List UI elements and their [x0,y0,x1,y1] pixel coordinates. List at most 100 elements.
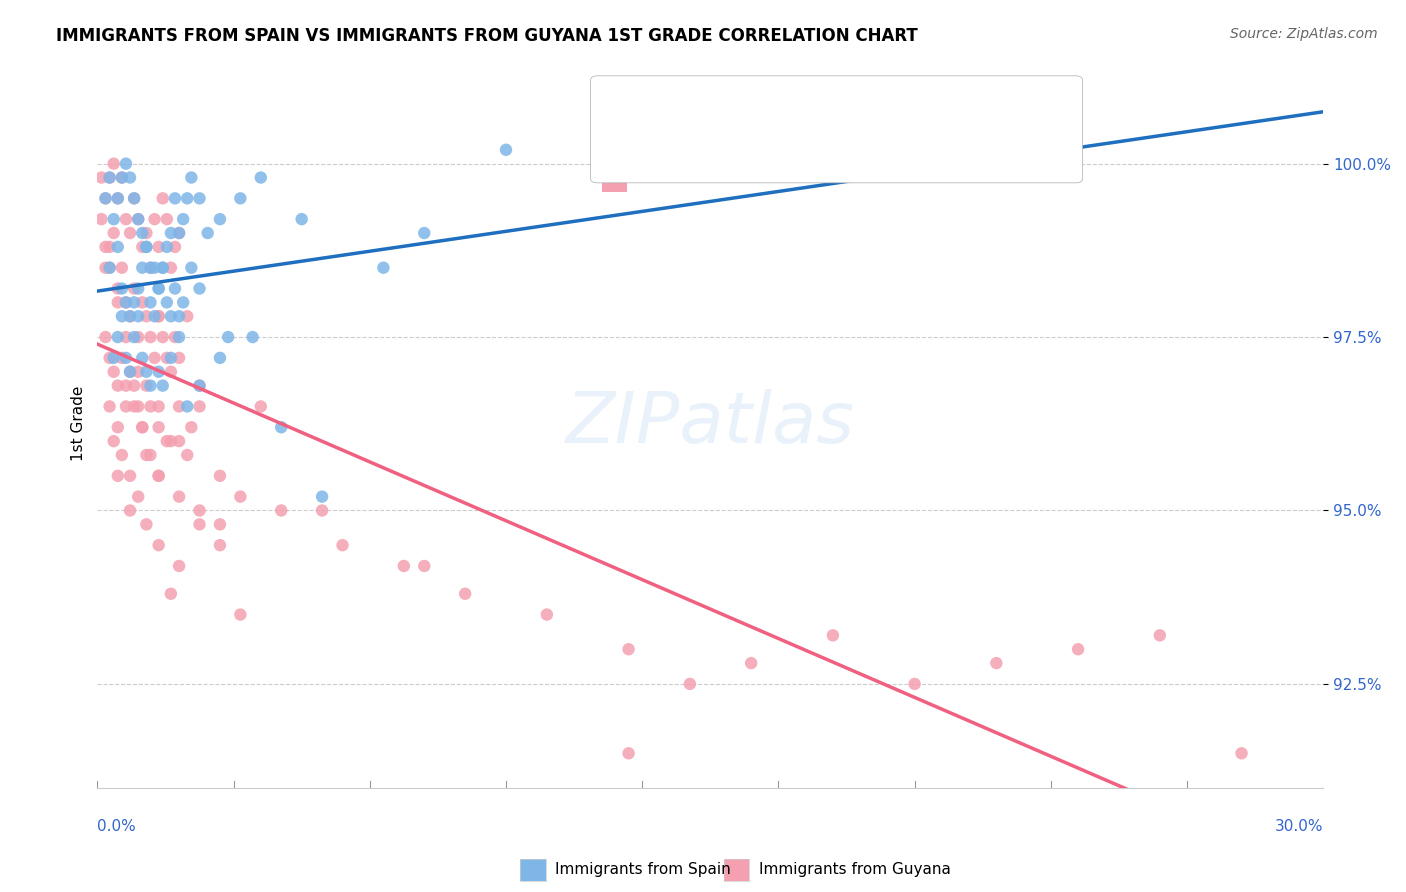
Point [1067,642,1090,657]
Point [107,378,129,392]
Point [107,281,129,295]
Point [139,260,162,275]
Point [167,310,190,324]
Text: Immigrants from Guyana: Immigrants from Guyana [759,862,950,877]
Point [122,295,145,310]
Point [98,260,121,275]
Point [188,378,211,392]
Point [311,503,333,517]
Point [148,468,170,483]
Point [111,351,134,365]
Point [127,400,149,414]
Point [118,170,141,185]
Point [103,351,125,365]
Point [208,351,231,365]
Point [115,212,138,227]
Point [115,295,138,310]
Point [148,400,170,414]
Point [160,351,183,365]
Point [122,400,145,414]
Point [160,434,183,449]
Point [148,468,170,483]
Point [197,226,219,240]
Point [103,212,125,227]
Point [270,420,292,434]
Point [94,330,117,344]
Point [176,448,198,462]
Point [392,559,415,574]
Point [135,448,157,462]
Point [208,517,231,532]
Point [160,226,183,240]
Point [122,281,145,295]
Point [167,226,190,240]
Point [1149,628,1171,642]
Point [242,330,264,344]
Point [98,400,121,414]
Point [139,378,162,392]
Point [111,170,134,185]
Point [98,351,121,365]
Point [180,170,202,185]
Point [94,240,117,254]
Point [107,240,129,254]
Point [127,281,149,295]
Point [156,295,179,310]
Point [103,365,125,379]
Point [135,517,157,532]
Point [139,330,162,344]
Point [148,281,170,295]
Text: R = -0.443   N= 116: R = -0.443 N= 116 [633,150,801,168]
Point [139,400,162,414]
Point [160,365,183,379]
Point [103,434,125,449]
Point [208,212,231,227]
Point [131,240,153,254]
Point [127,330,149,344]
Point [160,310,183,324]
Point [249,400,271,414]
Point [156,240,179,254]
Y-axis label: 1st Grade: 1st Grade [72,386,86,461]
Point [98,240,121,254]
Point [249,170,271,185]
Point [118,310,141,324]
Point [127,212,149,227]
Text: R =  0.436   N=  71: R = 0.436 N= 71 [633,112,794,129]
Point [180,420,202,434]
Point [188,378,211,392]
Point [115,295,138,310]
Point [454,587,477,601]
Point [180,260,202,275]
Point [135,226,157,240]
Point [163,281,186,295]
Text: IMMIGRANTS FROM SPAIN VS IMMIGRANTS FROM GUYANA 1ST GRADE CORRELATION CHART: IMMIGRANTS FROM SPAIN VS IMMIGRANTS FROM… [56,27,918,45]
Point [111,281,134,295]
Point [127,365,149,379]
Point [536,607,558,622]
Point [118,310,141,324]
Point [167,559,190,574]
Point [152,191,174,205]
Text: Source: ZipAtlas.com: Source: ZipAtlas.com [1230,27,1378,41]
Point [107,330,129,344]
Point [176,400,198,414]
Point [167,226,190,240]
Point [148,310,170,324]
Point [148,240,170,254]
Point [163,191,186,205]
Point [143,212,166,227]
Point [143,310,166,324]
Point [229,490,252,504]
Point [291,212,314,227]
Point [167,490,190,504]
Point [167,400,190,414]
Point [148,310,170,324]
Point [167,330,190,344]
Point [98,170,121,185]
Point [135,365,157,379]
Point [986,656,1008,670]
Text: 30.0%: 30.0% [1275,819,1323,834]
Point [135,310,157,324]
Point [118,365,141,379]
